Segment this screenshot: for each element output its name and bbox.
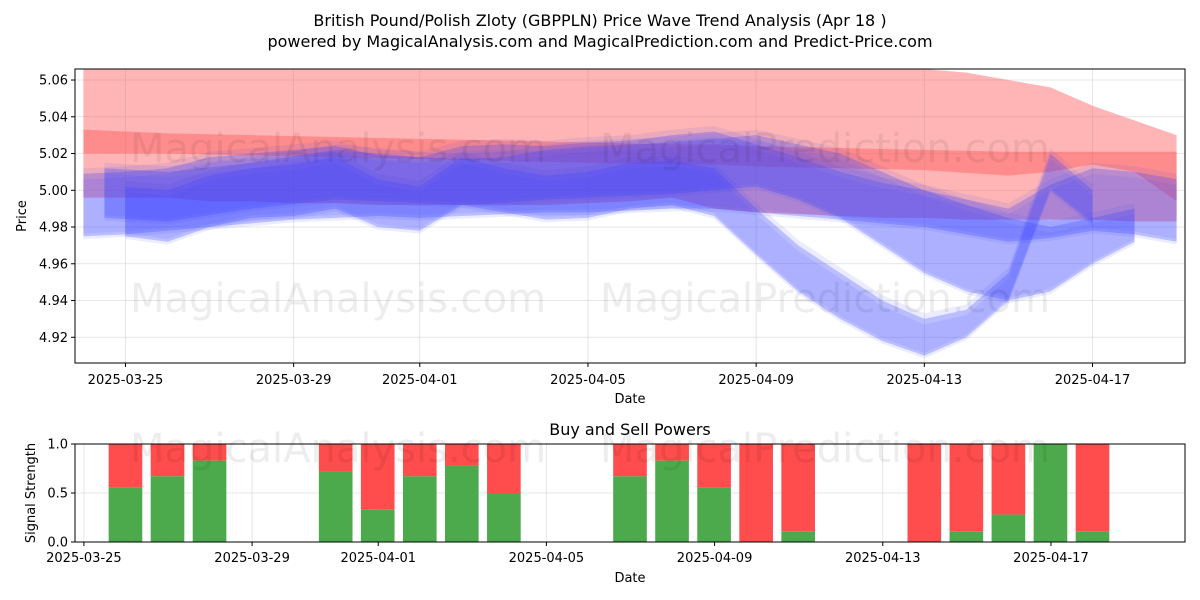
buy-bar — [487, 493, 521, 542]
y-tick-label: 5.06 — [39, 74, 68, 89]
x-tick-label: 2025-03-25 — [88, 373, 164, 388]
y-tick-label: 4.92 — [39, 331, 68, 346]
x-tick-label: 2025-04-09 — [718, 373, 794, 388]
chart-title-line1: British Pound/Polish Zloty (GBPPLN) Pric… — [313, 11, 886, 30]
sell-bar — [739, 444, 773, 542]
band-blue-wave-2-layer — [83, 125, 1177, 239]
sell-bar — [318, 444, 353, 472]
band-blue-wave-3-layer — [125, 148, 1093, 353]
band-blue-wave-2 — [83, 131, 1177, 242]
sub-y-tick-label: 0.5 — [47, 487, 68, 502]
band-blue-wave-3 — [125, 153, 1093, 356]
x-tick-label: 2025-04-05 — [550, 373, 626, 388]
power-chart-title: Buy and Sell Powers — [549, 420, 711, 439]
buy-bar — [781, 531, 815, 542]
sell-bar — [1075, 444, 1110, 532]
sell-bar — [402, 444, 437, 477]
x-tick-label: 2025-04-01 — [382, 373, 458, 388]
watermark: MagicalPrediction.com — [600, 426, 1050, 472]
sub-x-tick-label: 2025-04-17 — [1013, 551, 1089, 566]
y-tick-label: 5.04 — [39, 110, 68, 125]
watermark: MagicalAnalysis.com — [130, 126, 546, 172]
price-chart-grid — [75, 69, 1185, 363]
price-chart-watermarks: MagicalAnalysis.com MagicalPrediction.com… — [130, 126, 1050, 322]
power-chart-bars — [108, 444, 1110, 542]
sub-x-tick-label: 2025-04-13 — [845, 551, 921, 566]
sub-y-tick-label: 0.0 — [47, 536, 68, 551]
sub-x-tick-label: 2025-04-01 — [340, 551, 416, 566]
buy-bar — [613, 476, 647, 542]
buy-bar — [108, 487, 143, 542]
buy-bar — [697, 487, 731, 542]
buy-bar — [1033, 444, 1068, 542]
power-chart-axes: 2025-03-25 2025-03-29 2025-04-01 2025-04-05… — [46, 438, 1089, 567]
watermark: MagicalPrediction.com — [600, 276, 1050, 322]
x-tick-label: 2025-04-17 — [1055, 373, 1131, 388]
sell-bar — [360, 444, 395, 510]
power-chart-ylabel: Signal Strength — [24, 443, 39, 543]
price-chart-frame — [74, 68, 1186, 364]
band-red-band-inner — [83, 129, 1177, 202]
sell-bar — [108, 444, 143, 488]
power-chart-watermarks: MagicalAnalysis.com MagicalPrediction.com — [130, 426, 1050, 472]
buy-bar — [402, 476, 437, 542]
band-blue-wave-1 — [104, 135, 1135, 301]
buy-bar — [318, 471, 353, 542]
y-tick-label: 4.94 — [39, 294, 68, 309]
sell-bar — [192, 444, 227, 461]
x-tick-label: 2025-03-29 — [256, 373, 332, 388]
buy-bar — [991, 514, 1026, 542]
sell-bar — [781, 444, 815, 532]
sub-y-tick-label: 1.0 — [47, 438, 68, 453]
buy-bar — [445, 465, 479, 542]
sell-bar — [991, 444, 1026, 515]
band-blue-wave-1-layer — [104, 140, 1135, 304]
sell-bar — [150, 444, 185, 477]
sell-bar — [907, 444, 942, 542]
watermark: MagicalAnalysis.com — [130, 276, 546, 322]
power-chart-xlabel: Date — [614, 571, 645, 586]
price-chart-axes: 2025-03-25 2025-03-29 2025-04-01 2025-04-05… — [39, 74, 1130, 388]
sub-x-tick-label: 2025-03-25 — [46, 551, 122, 566]
y-tick-label: 5.02 — [39, 147, 68, 162]
sell-bar — [655, 444, 689, 461]
band-blue-wave-1-layer — [104, 129, 1135, 298]
buy-bar — [150, 476, 185, 542]
sell-bar — [487, 444, 521, 493]
sell-bar — [613, 444, 647, 477]
price-chart-series — [83, 69, 1177, 359]
y-tick-label: 4.98 — [39, 221, 68, 236]
buy-bar — [1075, 531, 1110, 542]
sub-x-tick-label: 2025-04-05 — [509, 551, 585, 566]
price-chart-xlabel: Date — [614, 392, 645, 407]
sell-bar — [949, 444, 984, 532]
buy-bar — [655, 460, 689, 542]
buy-bar — [192, 460, 227, 542]
band-red-band-outer — [83, 69, 1177, 222]
sub-x-tick-label: 2025-03-29 — [214, 551, 290, 566]
y-tick-label: 4.96 — [39, 257, 68, 272]
band-blue-wave-3-layer — [125, 159, 1093, 359]
watermark: MagicalPrediction.com — [600, 126, 1050, 172]
sell-bar — [697, 444, 731, 488]
band-blue-wave-2-layer — [83, 136, 1177, 245]
watermark: MagicalAnalysis.com — [130, 426, 546, 472]
buy-bar — [360, 509, 395, 542]
chart-title-line2: powered by MagicalAnalysis.com and Magic… — [267, 32, 932, 51]
price-chart-ylabel: Price — [15, 200, 30, 232]
sell-bar — [445, 444, 479, 466]
sub-x-tick-label: 2025-04-09 — [677, 551, 753, 566]
x-tick-label: 2025-04-13 — [887, 373, 963, 388]
buy-bar — [949, 531, 984, 542]
y-tick-label: 5.00 — [39, 184, 68, 199]
